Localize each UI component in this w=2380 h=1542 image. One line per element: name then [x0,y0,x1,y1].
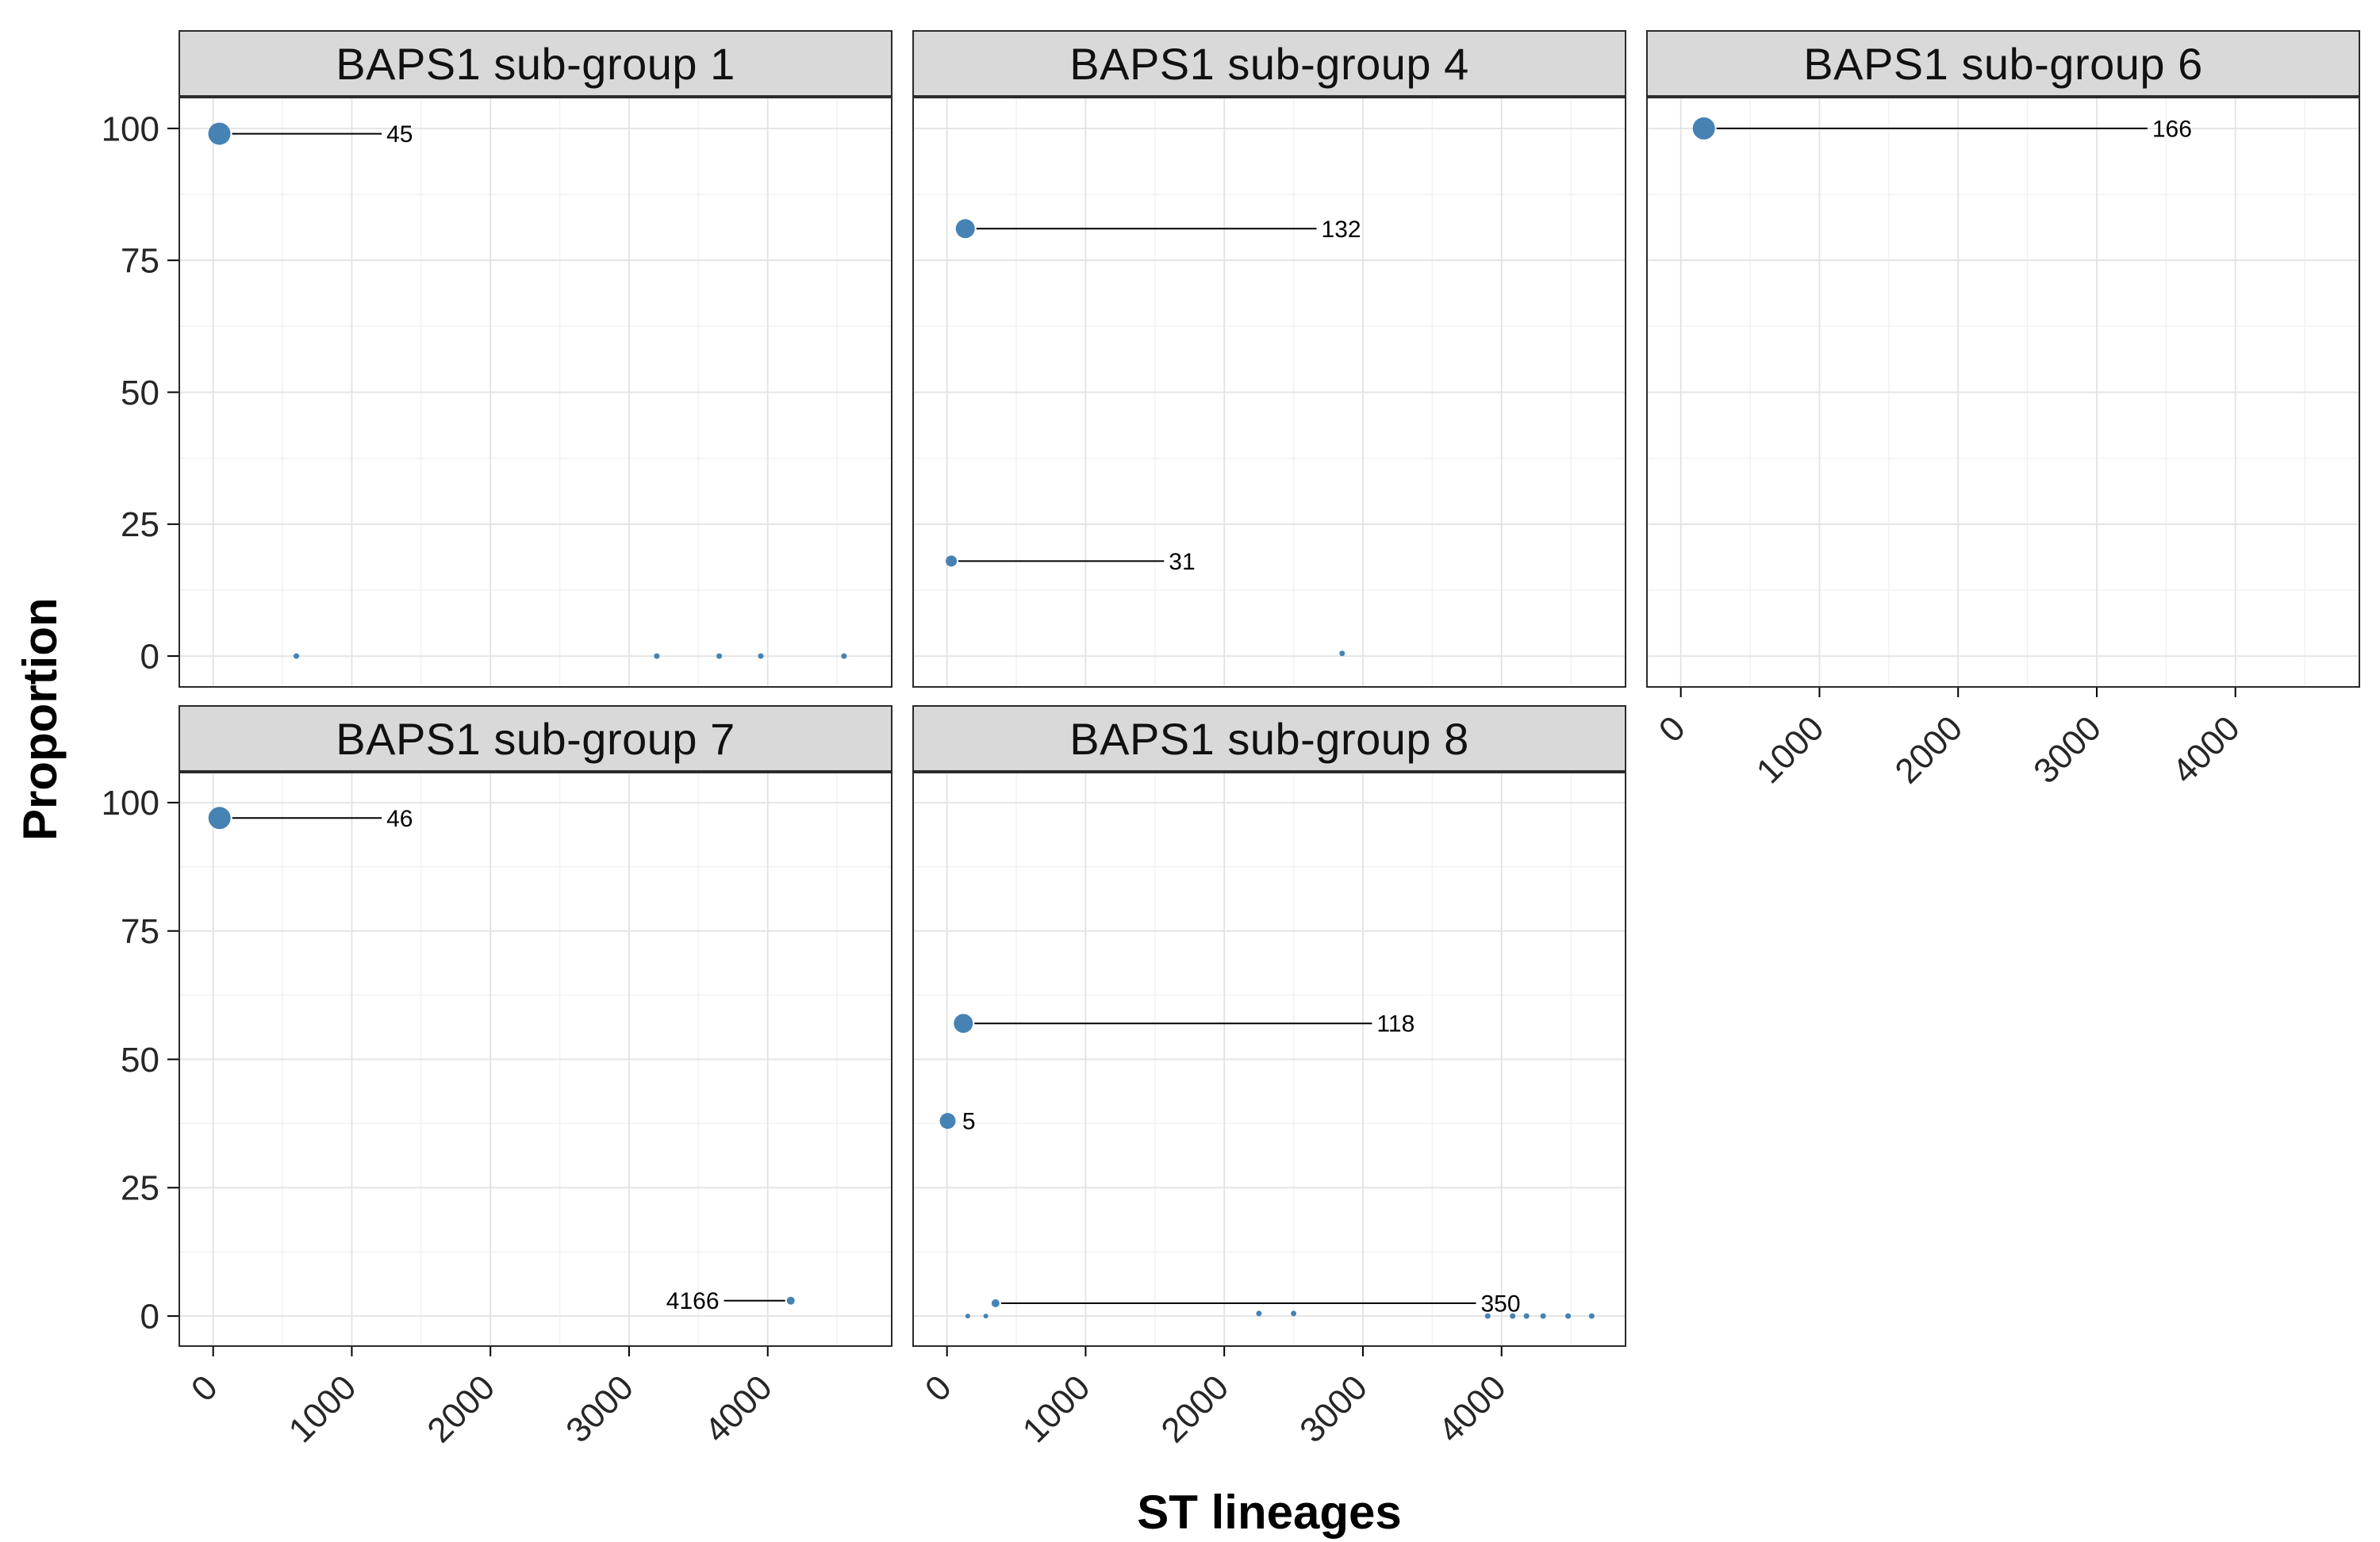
facet-panel-baps1-sub-group-4: BAPS1 sub-group 4 132 31 [912,30,1626,688]
svg-text:25: 25 [121,1169,159,1208]
plot-area: 118 5 350 [912,772,1626,1347]
svg-text:166: 166 [2152,116,2192,142]
svg-text:5: 5 [962,1109,976,1135]
svg-text:100: 100 [102,109,159,148]
svg-text:3000: 3000 [1292,1367,1375,1450]
facet-title: BAPS1 sub-group 6 [1803,38,2203,89]
facet-title: BAPS1 sub-group 7 [336,713,735,764]
y-axis: 0 25 50 75 100 [102,784,178,1337]
x-axis-title: ST lineages [1137,1486,1402,1539]
svg-text:0: 0 [184,1367,225,1409]
plot-area: 45 [178,97,892,688]
facet-panel-baps1-sub-group-6: BAPS1 sub-group 6 166 0 1000 2000 3000 4000 [1646,30,2360,791]
facet-strip: BAPS1 sub-group 7 [178,705,892,772]
svg-text:100: 100 [102,784,159,823]
svg-text:350: 350 [1481,1291,1521,1317]
svg-text:4000: 4000 [697,1367,780,1450]
svg-text:50: 50 [121,374,159,412]
svg-text:118: 118 [1376,1011,1415,1038]
svg-text:0: 0 [140,1298,159,1337]
svg-text:46: 46 [386,806,413,832]
svg-text:2000: 2000 [1154,1367,1236,1450]
facet-strip: BAPS1 sub-group 4 [912,30,1626,97]
svg-text:4166: 4166 [666,1288,720,1314]
svg-text:75: 75 [121,242,159,281]
y-axis-title: Proportion [13,597,67,841]
svg-text:4000: 4000 [1431,1367,1514,1450]
x-axis: 0 1000 2000 3000 4000 [184,1347,780,1450]
svg-text:45: 45 [386,121,413,148]
facet-panel-baps1-sub-group-1: BAPS1 sub-group 1 45 0 25 50 75 100 [102,30,892,688]
svg-text:1000: 1000 [1015,1367,1098,1450]
facet-title: BAPS1 sub-group 1 [336,38,735,89]
plot-area: 132 31 [912,97,1626,688]
facet-strip: BAPS1 sub-group 8 [912,705,1626,772]
svg-text:25: 25 [121,505,159,544]
svg-text:2000: 2000 [1887,708,1970,791]
facet-title: BAPS1 sub-group 8 [1069,713,1469,764]
svg-text:31: 31 [1169,549,1195,575]
svg-text:132: 132 [1322,217,1361,243]
facet-panel-baps1-sub-group-8: BAPS1 sub-group 8 118 5 350 0 1000 2000 3000 4… [912,705,1626,1450]
svg-text:0: 0 [140,637,159,676]
facet-strip: BAPS1 sub-group 6 [1646,30,2360,97]
plot-area: 46 4166 [178,772,892,1347]
svg-text:75: 75 [121,912,159,951]
facet-title: BAPS1 sub-group 4 [1069,38,1469,89]
svg-text:4000: 4000 [2165,708,2248,791]
facet-strip: BAPS1 sub-group 1 [178,30,892,97]
svg-text:1000: 1000 [282,1367,364,1450]
x-axis: 0 1000 2000 3000 4000 [918,1347,1514,1450]
svg-text:0: 0 [1652,708,1693,750]
y-axis: 0 25 50 75 100 [102,109,178,676]
svg-text:0: 0 [918,1367,959,1409]
svg-text:50: 50 [121,1041,159,1080]
svg-text:2000: 2000 [420,1367,502,1450]
x-axis: 0 1000 2000 3000 4000 [1652,688,2248,791]
svg-text:3000: 3000 [559,1367,641,1450]
facet-panel-baps1-sub-group-7: BAPS1 sub-group 7 46 4166 0 25 50 75 100 0 100… [102,705,892,1450]
plot-area: 166 [1646,97,2360,688]
svg-text:3000: 3000 [2026,708,2109,791]
svg-text:1000: 1000 [1749,708,1832,791]
